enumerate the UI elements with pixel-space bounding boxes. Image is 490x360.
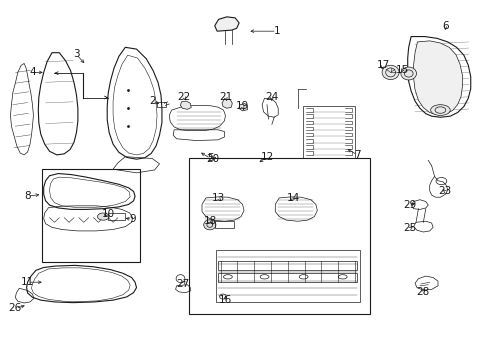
Text: 10: 10	[101, 209, 115, 219]
Text: 28: 28	[416, 287, 430, 297]
Text: 22: 22	[177, 92, 191, 102]
Bar	[215, 221, 234, 228]
Bar	[218, 261, 357, 270]
Text: 8: 8	[24, 191, 31, 201]
Ellipse shape	[431, 105, 450, 116]
Text: 14: 14	[287, 193, 300, 203]
Text: 13: 13	[212, 193, 225, 203]
Text: 15: 15	[396, 64, 410, 75]
Polygon shape	[414, 41, 463, 115]
Polygon shape	[215, 17, 239, 31]
Text: 20: 20	[207, 154, 220, 164]
Ellipse shape	[98, 213, 109, 220]
Bar	[42, 169, 140, 262]
Polygon shape	[180, 101, 191, 109]
Text: 21: 21	[219, 92, 232, 102]
Text: 16: 16	[219, 295, 232, 305]
Ellipse shape	[401, 67, 416, 80]
Polygon shape	[239, 104, 247, 111]
Text: 12: 12	[260, 152, 273, 162]
Bar	[108, 213, 125, 220]
Text: 3: 3	[73, 49, 80, 59]
Bar	[157, 102, 166, 107]
Text: 26: 26	[9, 303, 22, 314]
Text: 7: 7	[354, 150, 361, 160]
Text: 2: 2	[149, 96, 155, 106]
Text: 1: 1	[273, 26, 280, 36]
Text: 23: 23	[439, 186, 452, 197]
Text: 17: 17	[377, 59, 390, 69]
Text: 4: 4	[29, 67, 36, 77]
Bar	[216, 250, 360, 302]
Text: 18: 18	[204, 216, 218, 226]
Text: 9: 9	[129, 215, 136, 224]
Bar	[189, 158, 369, 315]
Text: 6: 6	[442, 21, 449, 31]
Text: 5: 5	[207, 153, 214, 163]
Text: 19: 19	[236, 102, 249, 112]
Text: 25: 25	[404, 224, 417, 233]
Ellipse shape	[204, 220, 216, 230]
Bar	[218, 273, 357, 282]
Text: 27: 27	[176, 279, 190, 289]
Text: 24: 24	[265, 92, 278, 102]
Text: 29: 29	[404, 200, 417, 210]
Polygon shape	[222, 99, 232, 108]
Text: 11: 11	[21, 277, 34, 287]
Ellipse shape	[382, 65, 399, 80]
Bar	[303, 107, 355, 158]
